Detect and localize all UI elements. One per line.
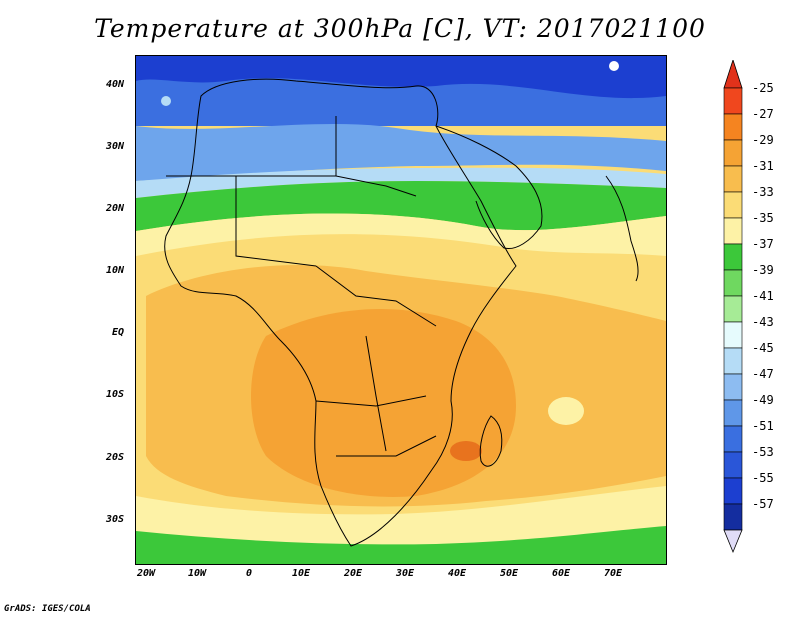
lat-label-20s: 20S [105,452,124,463]
india-coastline [605,175,639,282]
lat-label-20n: 20N [105,203,124,214]
colorbar-segment [723,87,743,115]
madagascar-coastline [479,415,503,467]
colorbar-label: -31 [752,159,774,173]
colorbar [723,60,743,554]
footer-credit: GrADS: IGES/COLA [4,604,91,614]
lon-label-20e: 20E [343,568,363,579]
pale-spot-indian-ocean [548,397,584,425]
colorbar-segment [723,477,743,505]
lon-label-60e: 60E [551,568,571,579]
colorbar-label: -49 [752,393,774,407]
border-5 [315,395,427,407]
colorbar-label: -45 [752,341,774,355]
lon-label-30e: 30E [395,568,415,579]
colorbar-segment [723,269,743,297]
lon-label-0: 0 [245,568,253,579]
lon-label-10e: 10E [291,568,311,579]
colorbar-label: -55 [752,471,774,485]
colorbar-label: -25 [752,81,774,95]
colorbar-label: -39 [752,263,774,277]
colorbar-segment [723,451,743,479]
warm-spot-mozambique [450,441,482,461]
colorbar-label: -37 [752,237,774,251]
band-light-blue [136,124,666,181]
border-3 [335,175,417,197]
africa-coastline [164,78,517,547]
cold-spot-atlantic [161,96,171,106]
colorbar-label: -29 [752,133,774,147]
chart-title: Temperature at 300hPa [C], VT: 201702110… [94,14,706,43]
colorbar-label: -27 [752,107,774,121]
border-7 [365,335,387,452]
colorbar-segment [723,373,743,401]
lon-label-10w: 10W [187,568,207,579]
lat-label-10n: 10N [105,265,124,276]
colorbar-label: -41 [752,289,774,303]
border-4 [315,265,437,327]
lat-label-30s: 30S [105,514,124,525]
colorbar-top-arrow [723,60,743,89]
colorbar-segment [723,503,743,531]
band-green-south [136,526,666,564]
colorbar-segment [723,295,743,323]
coastlines [164,78,639,547]
cold-spot-caspian [609,61,619,71]
band-pale-blue [136,167,666,198]
band-deep-blue [136,56,666,99]
colorbar-label: -57 [752,497,774,511]
map-svg [136,56,666,564]
colorbar-segment [723,139,743,167]
colorbar-segment [723,217,743,245]
lat-label-40n: 40N [105,79,124,90]
colorbar-segment [723,165,743,193]
colorbar-segment [723,399,743,427]
lon-label-50e: 50E [499,568,519,579]
lon-label-70e: 70E [603,568,623,579]
lat-label-10s: 10S [105,389,124,400]
colorbar-label: -33 [752,185,774,199]
lat-label-30n: 30N [105,141,124,152]
colorbar-segment [723,347,743,375]
band-pale-yellow-north [136,213,666,256]
lat-label-eq: EQ [111,327,124,338]
colorbar-label: -53 [752,445,774,459]
border-6 [336,435,437,457]
colorbar-segment [723,191,743,219]
colorbar-label: -35 [752,211,774,225]
colorbar-segment [723,243,743,271]
temperature-map [135,55,667,565]
lon-label-40e: 40E [447,568,467,579]
colorbar-label: -51 [752,419,774,433]
colorbar-segment [723,321,743,349]
border-2 [235,176,317,267]
colorbar-segment [723,113,743,141]
band-green-north [136,181,666,231]
arabia-coastline [435,125,543,250]
lon-label-20w: 20W [136,568,156,579]
colorbar-segment [723,425,743,453]
colorbar-label: -43 [752,315,774,329]
band-orange [251,309,516,497]
colorbar-bottom-arrow [723,529,743,554]
colorbar-label: -47 [752,367,774,381]
